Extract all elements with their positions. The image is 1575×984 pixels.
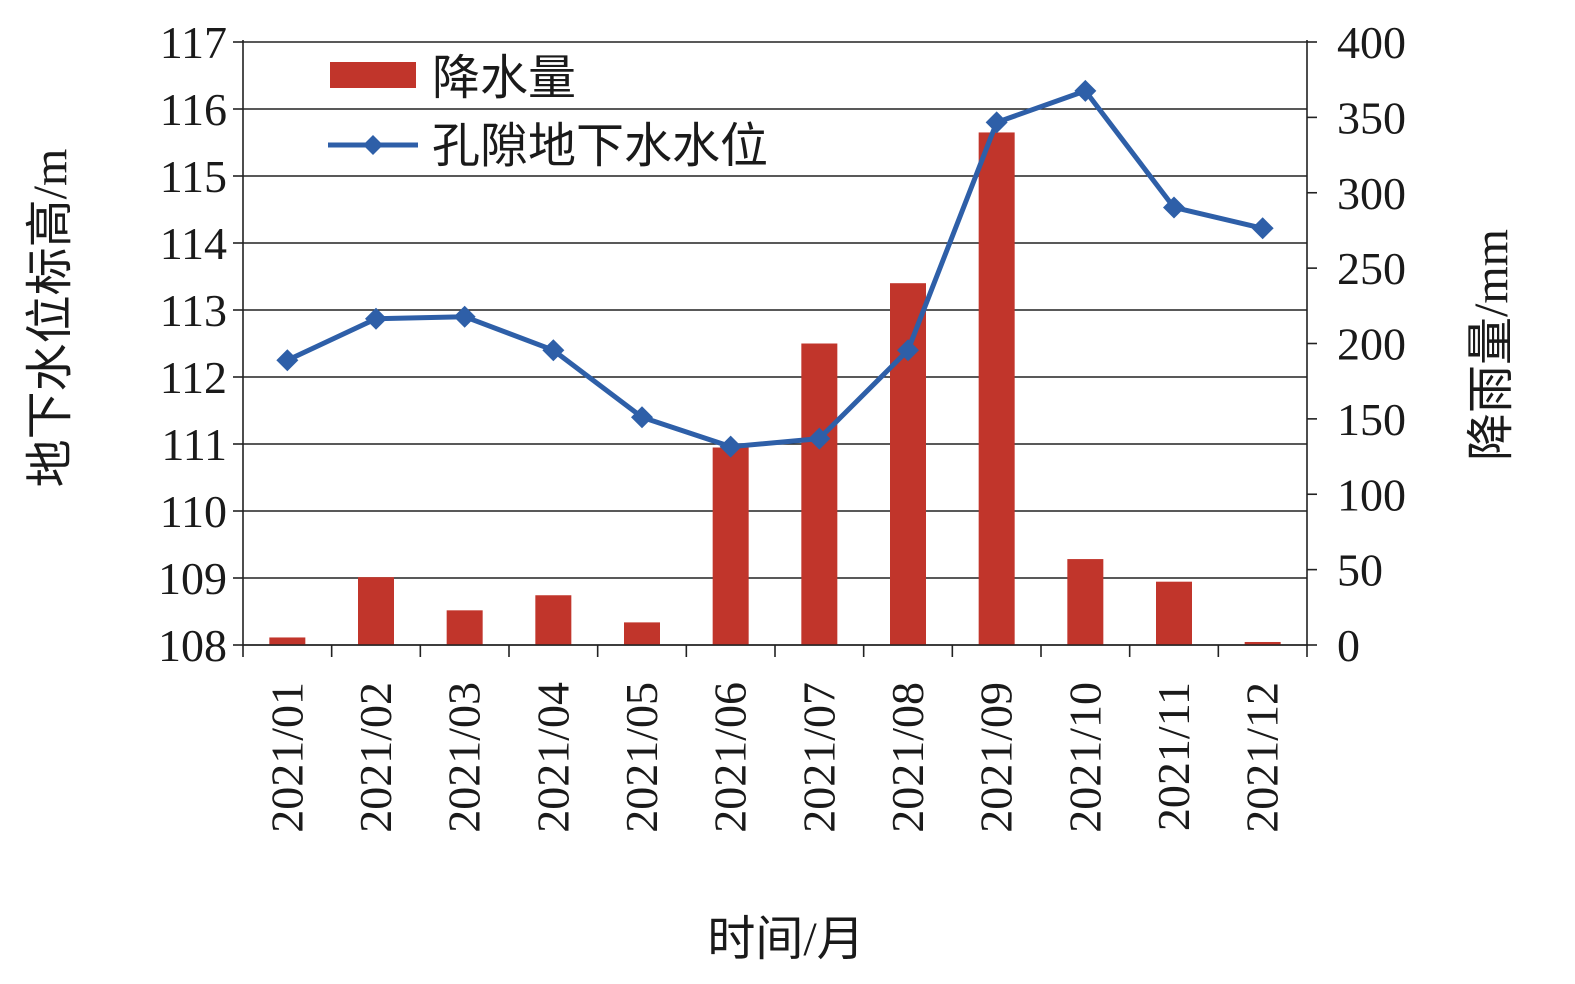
right-tick-label: 50 [1337,545,1383,596]
bar-2021/03 [446,610,483,645]
bar-2021/06 [712,447,749,645]
water-level-marker-2021/11 [1163,196,1185,219]
water-level-marker-2021/04 [542,339,565,362]
left-tick-label: 115 [160,151,227,202]
x-axis-tick-labels: 2021/01 2021/02 2021/03 2021/04 2021/05 2021/… [261,682,1287,833]
bar-2021/07 [801,343,838,645]
legend-marker-water-level [363,135,383,155]
water-level-marker-2021/01 [276,349,299,372]
water-level-marker-2021/10 [1074,79,1097,102]
left-tick-label: 112 [160,352,227,403]
x-tick-label: 2021/03 [439,682,490,833]
right-tick-label: 0 [1337,620,1360,671]
bar-2021/08 [890,283,926,645]
water-level-marker-2021/12 [1251,217,1274,240]
left-tick-label: 108 [158,620,227,671]
legend-label-water-level: 孔隙地下水水位 [432,120,768,173]
water-level-line [286,88,1264,450]
x-tick-label: 2021/01 [261,682,312,833]
right-tick-label: 150 [1337,394,1406,445]
left-tick-label: 117 [160,17,227,68]
left-tick-label: 116 [160,84,227,135]
x-tick-label: 2021/07 [793,682,844,833]
right-tick-label: 350 [1337,92,1406,143]
water-level-series [276,79,1274,458]
x-tick-label: 2021/08 [882,682,933,833]
bar-2021/04 [535,595,572,645]
left-tick-label: 114 [160,218,227,269]
x-tick-label: 2021/02 [350,682,401,833]
bar-2021/12 [1244,641,1281,645]
right-axis-tick-labels: 0 50 100 150 200 250 300 350 400 [1337,17,1406,671]
water-level-marker-2021/06 [719,435,742,458]
x-tick-label: 2021/06 [705,682,756,833]
legend-swatch-rainfall [330,62,416,88]
x-tick-label: 2021/09 [971,682,1022,833]
x-axis-title: 时间/月 [707,913,864,966]
water-level-marker-2021/02 [365,307,387,330]
bar-2021/10 [1067,559,1104,645]
bar-2021/01 [269,637,306,645]
left-tick-label: 113 [160,285,227,336]
axes [233,40,1317,657]
right-tick-label: 300 [1337,168,1406,219]
x-tick-label: 2021/10 [1059,682,1110,833]
left-tick-label: 109 [158,553,227,604]
legend-label-rainfall: 降水量 [432,52,576,105]
water-level-marker-2021/05 [631,406,653,429]
bar-2021/11 [1156,581,1192,645]
bar-2021/02 [358,577,394,645]
legend: 降水量 孔隙地下水水位 [328,52,768,173]
left-tick-label: 111 [161,419,227,470]
grid-lines [243,41,1307,646]
rainfall-bars [269,132,1281,645]
x-tick-label: 2021/11 [1148,682,1199,831]
water-level-marker-2021/08 [897,339,919,362]
water-level-marker-2021/09 [985,111,1008,134]
water-level-marker-2021/07 [808,427,831,450]
water-level-marker-2021/03 [453,305,476,328]
right-tick-label: 100 [1337,469,1406,520]
right-tick-label: 250 [1337,243,1406,294]
right-tick-label: 200 [1337,319,1406,370]
left-axis-tick-labels: 108 109 110 111 112 113 114 115 116 117 [158,17,227,671]
right-axis-title: 降雨量/mm [1465,229,1518,461]
left-tick-label: 110 [160,486,227,537]
x-tick-label: 2021/04 [527,682,578,833]
x-tick-label: 2021/05 [616,682,667,833]
x-tick-label: 2021/12 [1237,682,1288,833]
left-axis-title: 地下水位标高/m [24,149,77,488]
right-tick-label: 400 [1337,17,1406,68]
bar-2021/09 [978,132,1015,645]
bar-2021/05 [624,622,660,645]
